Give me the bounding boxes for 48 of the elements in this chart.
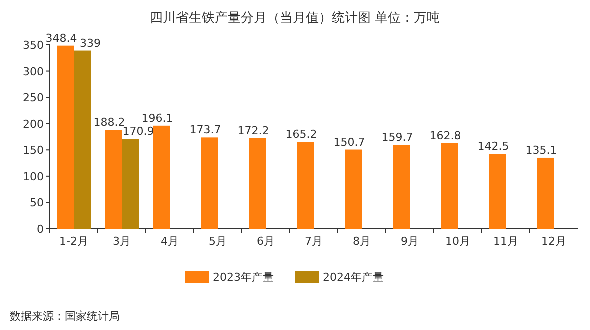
- y-tick-label: 0: [37, 223, 44, 236]
- bar: [345, 150, 362, 229]
- legend-label: 2024年产量: [323, 271, 384, 284]
- data-label: 142.5: [478, 140, 510, 154]
- data-label: 188.2: [94, 116, 126, 130]
- bar: [57, 46, 74, 229]
- y-tick-label: 300: [23, 65, 44, 78]
- bar: [122, 139, 139, 229]
- data-label: 196.1: [142, 112, 174, 125]
- bar: [249, 138, 266, 229]
- bar: [74, 50, 91, 229]
- y-tick-label: 150: [23, 144, 44, 158]
- chart-title: 四川省生铁产量分月（当月值）统计图 单位：万吨: [150, 11, 440, 26]
- data-label: 173.7: [190, 124, 222, 137]
- bar: [441, 143, 458, 229]
- x-tick-label: 5月: [209, 235, 227, 248]
- legend-label: 2023年产量: [213, 271, 274, 284]
- y-tick-label: 250: [23, 92, 44, 105]
- bar: [153, 126, 170, 229]
- bar: [201, 138, 218, 229]
- x-tick-label: 8月: [353, 235, 371, 248]
- bar: [489, 154, 506, 229]
- x-tick-label: 7月: [305, 235, 323, 248]
- data-label: 348.4: [46, 32, 78, 45]
- data-label: 172.2: [238, 124, 270, 138]
- data-label: 165.2: [286, 128, 318, 142]
- bar: [393, 145, 410, 229]
- x-tick-label: 11月: [494, 235, 518, 248]
- x-tick-label: 12月: [542, 235, 566, 248]
- bar: [105, 130, 122, 229]
- x-tick-label: 3月: [113, 235, 131, 248]
- data-label: 339: [80, 36, 101, 50]
- x-tick-label: 4月: [161, 235, 179, 248]
- bar: [537, 158, 554, 229]
- y-tick-label: 200: [23, 118, 44, 131]
- data-label: 135.1: [526, 144, 558, 157]
- y-tick-label: 50: [30, 196, 44, 210]
- x-tick-label: 9月: [401, 235, 419, 248]
- bar: [297, 142, 314, 229]
- y-tick-label: 100: [23, 170, 44, 184]
- data-label: 162.8: [430, 129, 462, 142]
- x-tick-label: 1-2月: [60, 235, 88, 248]
- data-label: 150.7: [334, 136, 366, 149]
- source-note: 数据来源：国家统计局: [10, 310, 120, 323]
- x-tick-label: 10月: [446, 235, 470, 248]
- x-tick-label: 6月: [257, 235, 275, 248]
- data-label: 159.7: [382, 131, 414, 144]
- y-tick-label: 350: [23, 39, 44, 52]
